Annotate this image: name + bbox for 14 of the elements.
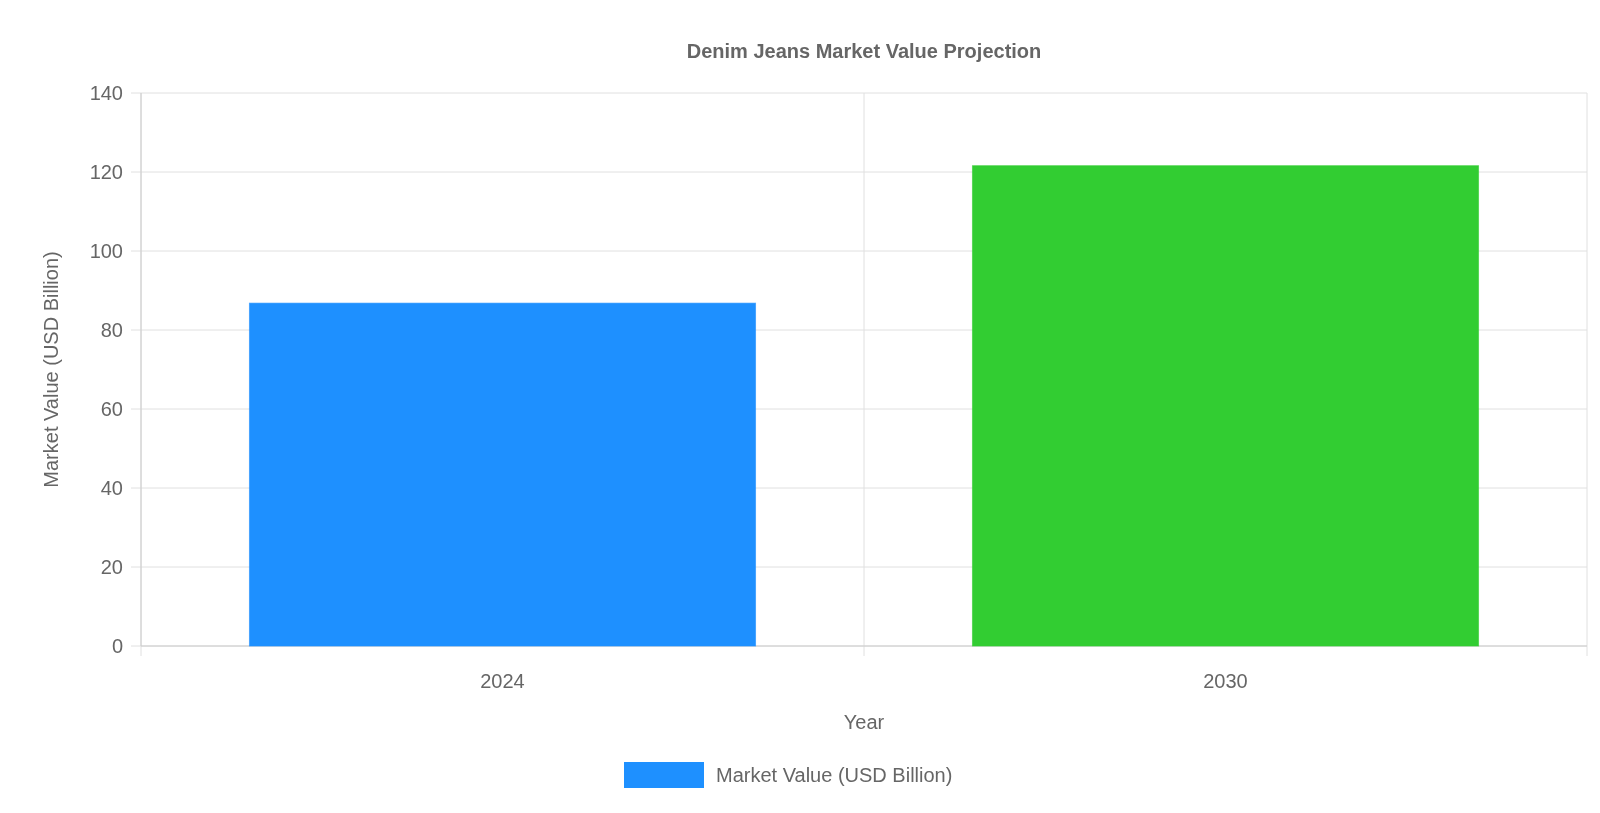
chart-title: Denim Jeans Market Value Projection: [686, 40, 1042, 62]
y-tick-label: 100: [89, 240, 123, 262]
legend-label: Market Value (USD Billion): [716, 764, 953, 786]
y-tick-label: 40: [100, 477, 123, 499]
y-axis-title: Market Value (USD Billion): [40, 251, 62, 488]
y-tick-label: 80: [100, 319, 123, 341]
x-axis-title: Year: [843, 711, 885, 733]
y-tick-label: 60: [100, 398, 123, 420]
y-tick-label: 20: [100, 556, 123, 578]
x-tick-label: 2024: [480, 670, 525, 692]
y-tick-label: 140: [89, 82, 123, 104]
x-tick-label: 2030: [1203, 670, 1248, 692]
y-tick-label: 0: [111, 635, 123, 657]
y-tick-label: 120: [89, 161, 123, 183]
